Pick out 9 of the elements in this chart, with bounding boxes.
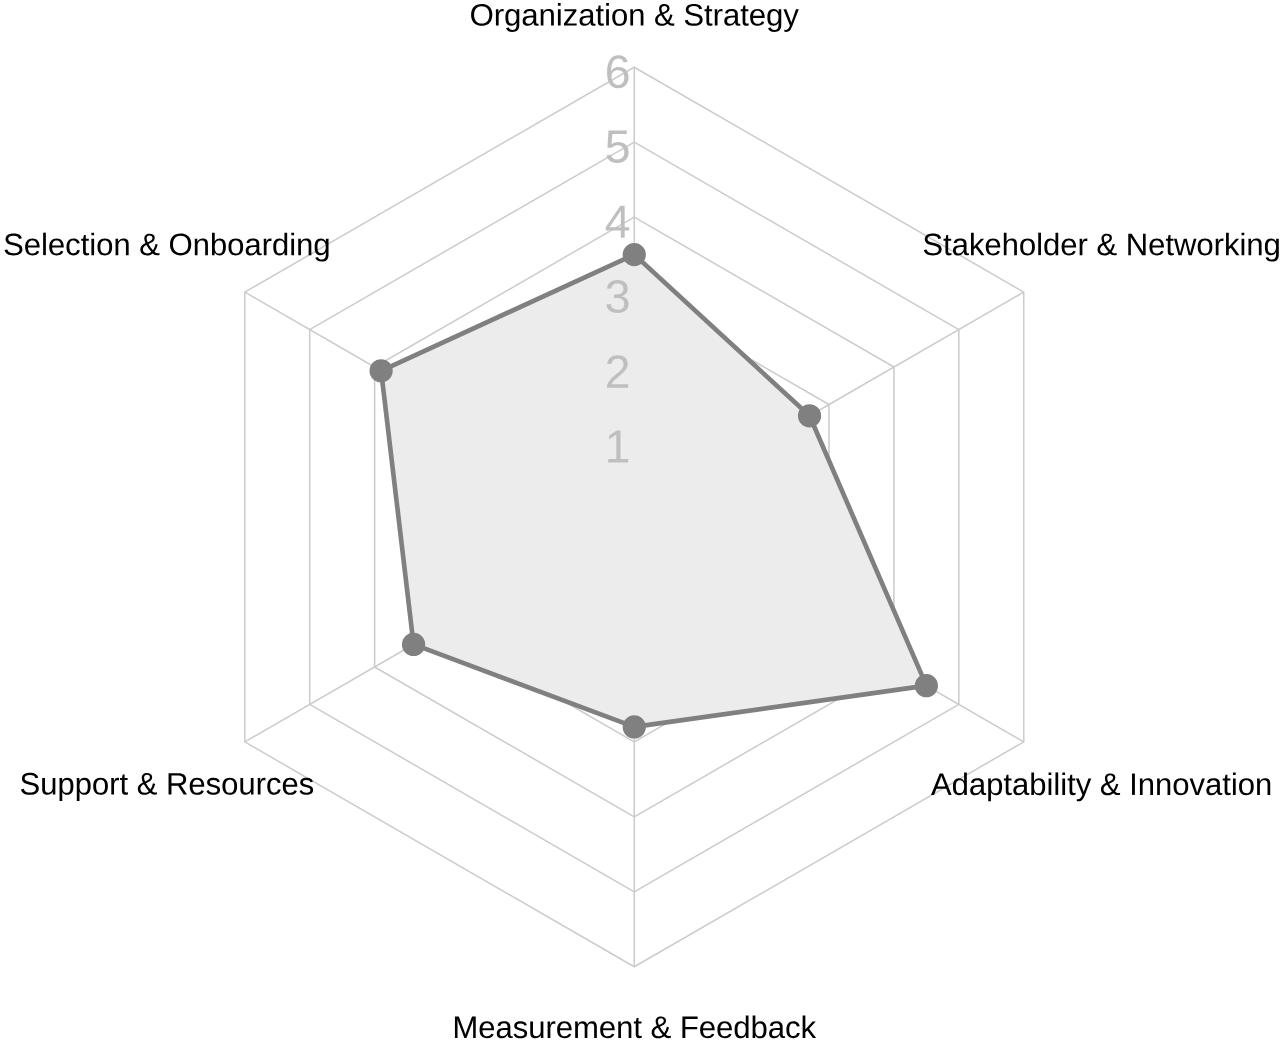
y-tick-label: 6 bbox=[607, 55, 629, 88]
spoke-label: Selection & Onboarding bbox=[4, 232, 329, 262]
spoke-label: Measurement & Feedback bbox=[454, 1015, 817, 1039]
spoke-label: Organization & Strategy bbox=[471, 2, 799, 32]
spoke-label: Support & Resources bbox=[20, 772, 314, 801]
spoke-label: Stakeholder & Networking bbox=[923, 232, 1279, 262]
y-tick-label: 4 bbox=[605, 205, 630, 238]
spoke-label: Adaptability & Innovation bbox=[931, 772, 1271, 802]
y-tick-label: 5 bbox=[606, 130, 629, 163]
